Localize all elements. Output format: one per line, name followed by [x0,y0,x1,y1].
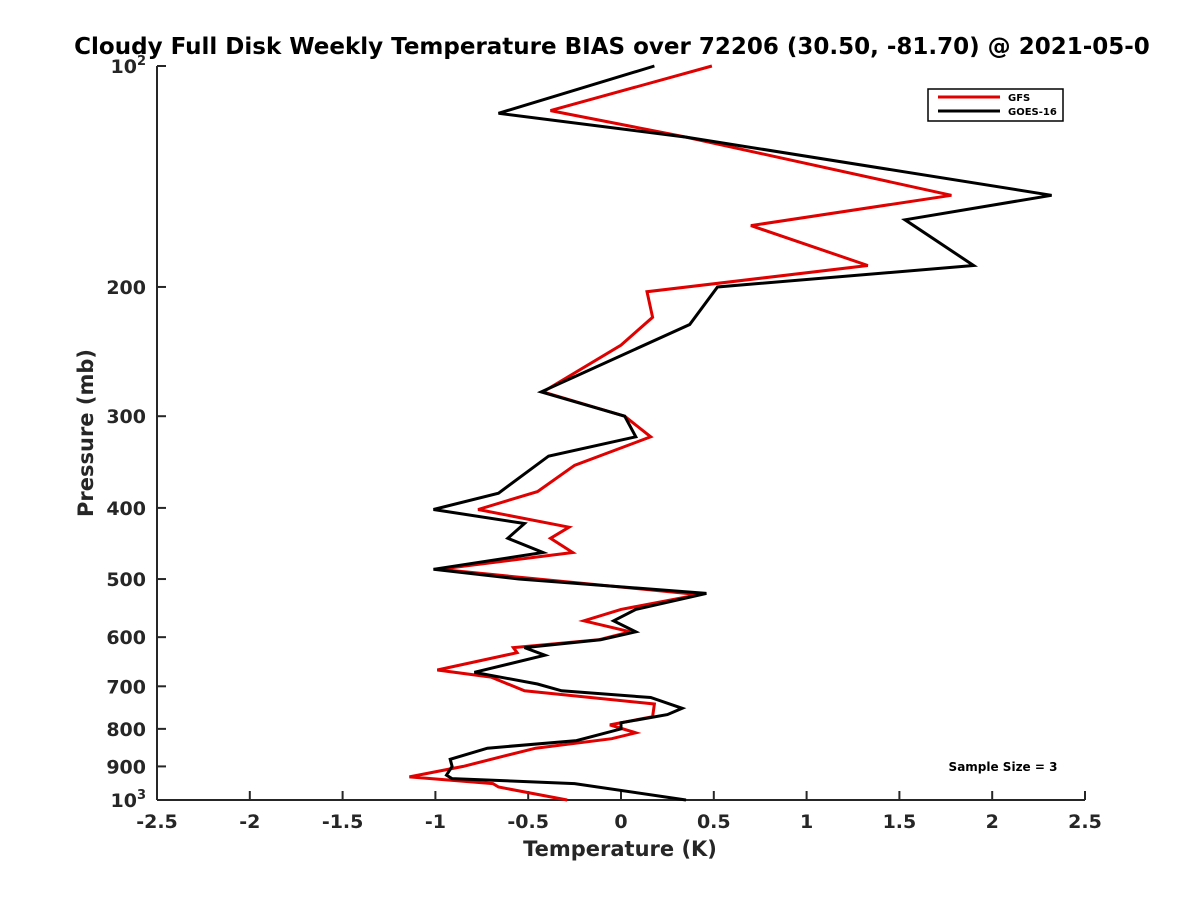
y-tick-label: 400 [106,498,146,520]
x-tick-label: -2 [239,811,260,833]
y-tick-label: 200 [106,277,146,299]
legend-label: GOES-16 [1008,107,1057,118]
y-axis-label: Pressure (mb) [74,349,98,517]
series-line-gfs [409,64,952,802]
series-line-goes-16 [433,64,1052,802]
sample-size-annotation: Sample Size = 3 [949,760,1058,774]
y-tick-base: 10 [111,790,137,812]
x-tick-label: -0.5 [507,811,549,833]
y-tick-label: 900 [106,756,146,778]
y-tick-label: 102 [111,54,147,78]
x-tick-label: -1 [425,811,446,833]
x-tick-label: 1 [800,811,813,833]
x-tick-label: 1.5 [883,811,917,833]
x-tick-label: 0.5 [697,811,731,833]
y-tick-label: 300 [106,406,146,428]
x-tick-label: -2.5 [136,811,178,833]
y-tick-label: 800 [106,719,146,741]
y-tick-exponent: 3 [137,788,146,803]
y-tick-label: 600 [106,627,146,649]
x-axis-label: Temperature (K) [523,837,717,861]
x-tick-label: 2 [986,811,999,833]
y-tick-exponent: 2 [137,54,146,69]
legend-box [927,88,1064,122]
x-tick-label: 0 [614,811,627,833]
plot-area: -2.5 -2 -1.5 -1 -0.5 0 0.5 1 1.5 2 2.5102200300400… [106,54,1102,833]
y-tick-label: 103 [111,788,147,812]
y-tick-base: 10 [111,56,137,78]
y-tick-label: 500 [106,569,146,591]
y-tick-label: 700 [106,676,146,698]
x-tick-label: 2.5 [1068,811,1102,833]
x-tick-label: -1.5 [322,811,364,833]
legend-label: GFS [1008,93,1030,104]
chart-title: Cloudy Full Disk Weekly Temperature BIAS… [74,34,1150,60]
